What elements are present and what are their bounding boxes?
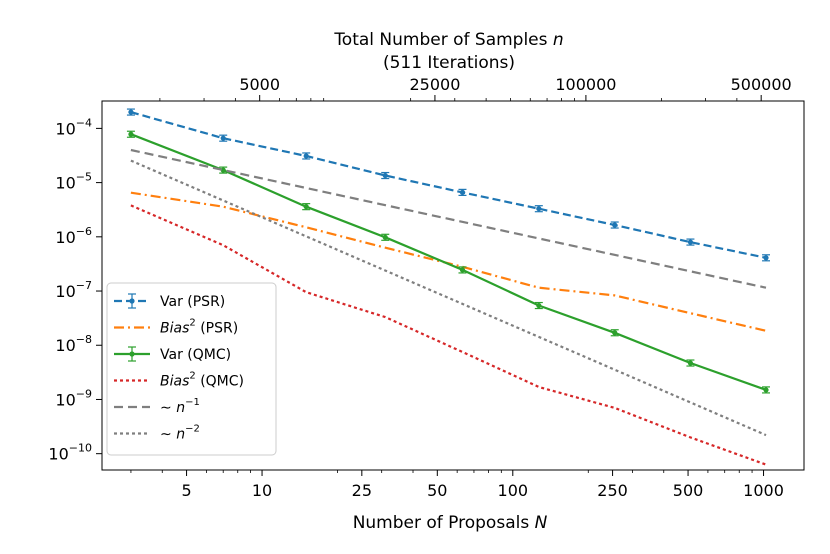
x-tick-label: 500 [673,481,704,500]
data-point-var-qmc [382,234,388,240]
x-tick-label: 25 [352,481,372,500]
y-tick-exponent: −5 [76,171,92,184]
legend-label-var-qmc: Var (QMC) [160,347,231,363]
y-tick-label: 10−4 [55,116,92,138]
data-point-var-qmc [687,360,694,366]
y-tick-exponent: −6 [76,225,92,238]
y-tick-label: 10−8 [55,333,92,355]
series-line-ref-n2 [130,159,767,437]
legend-label-text: Var (QMC) [160,347,231,363]
y-tick-label: 10−6 [55,225,92,247]
y-tick-exponent: −9 [76,387,92,400]
y-tick-base: 10 [55,336,75,355]
legend-label-ref-n2: ∼ n−2 [160,424,200,443]
data-point-var-psr [536,206,542,212]
legend-label-ref-n1: ∼ n−1 [160,397,200,416]
y-tick-exponent: −7 [76,279,92,292]
y-tick-label: 10−5 [55,171,92,193]
legend-label-symbol: Bias [160,374,189,390]
data-point-var-qmc [303,204,309,210]
y-tick-base: 10 [55,228,75,247]
data-point-var-psr [612,222,618,228]
legend: Var (PSR)Bias2 (PSR)Var (QMC)Bias2 (QMC)… [106,282,277,456]
y-tick-exponent: −8 [76,333,92,346]
legend-label-bias-qmc: Bias2 (QMC) [160,371,244,390]
y-tick-base: 10 [48,445,68,464]
series-line-bias-qmc [130,204,767,466]
x-axis-title: Number of Proposals N [353,513,548,533]
legend-label-symbol: Bias [160,321,189,337]
plot-frame [101,100,805,471]
legend-label-suffix: (PSR) [196,321,238,337]
top-axis-subtitle: (511 Iterations) [383,53,515,73]
x-tick-label: 5 [181,481,191,500]
top-axis-title: Total Number of Samples n [333,30,563,50]
top-tick-label: 25000 [409,75,460,94]
legend-label-superscript: −1 [185,397,200,408]
y-tick-exponent: −4 [76,116,92,129]
x-tick-label: 250 [597,481,628,500]
series-line-ref-n1 [130,148,767,289]
y-axis: 10−410−510−610−710−810−910−10 [48,116,102,464]
x-tick-label: 50 [427,481,447,500]
y-tick-base: 10 [55,282,75,301]
top-tick-label: 500000 [731,75,792,94]
y-tick-base: 10 [55,119,75,138]
top-axis: 5000 25000 100000 500000 [159,75,792,101]
data-point-var-psr [303,153,309,159]
y-tick-base: 10 [55,174,75,193]
legend-label-prefix: ∼ [160,400,176,416]
data-point-var-psr [382,172,388,179]
top-tick-label: 100000 [555,75,616,94]
y-tick-exponent: −10 [69,442,92,455]
data-point-var-qmc [128,131,134,137]
legend-label-text: Var (PSR) [160,294,225,310]
data-point-var-psr [687,239,694,245]
legend-label-superscript: −2 [185,424,200,435]
x-tick-label: 100 [498,481,529,500]
x-tick-label: 1000 [743,481,784,500]
y-tick-label: 10−10 [48,442,92,464]
data-point-var-qmc [763,387,769,393]
data-point-var-psr [220,135,226,141]
legend-label-prefix: ∼ [160,427,176,443]
data-point-var-qmc [612,330,618,336]
y-tick-label: 10−9 [55,387,92,409]
legend-label-superscript: 2 [189,371,195,382]
x-axis: 5 10 25 50 100 250 500 1000 [130,470,784,500]
y-tick-base: 10 [55,390,75,409]
data-point-var-psr [459,189,466,195]
data-point-var-qmc [459,267,466,273]
top-tick-label: 5000 [239,75,280,94]
legend-box [106,282,277,456]
legend-label-bias-psr: Bias2 (PSR) [160,318,238,337]
legend-label-symbol: n [176,400,185,416]
y-tick-label: 10−7 [55,279,92,301]
x-tick-label: 10 [252,481,272,500]
series-layer [126,108,771,466]
data-point-var-psr [128,109,134,115]
legend-label-symbol: n [176,427,185,443]
data-point-var-qmc [536,302,542,309]
legend-label-superscript: 2 [189,318,195,329]
data-point-var-psr [763,255,769,261]
legend-label-var-psr: Var (PSR) [160,294,225,310]
legend-label-suffix: (QMC) [196,374,244,390]
